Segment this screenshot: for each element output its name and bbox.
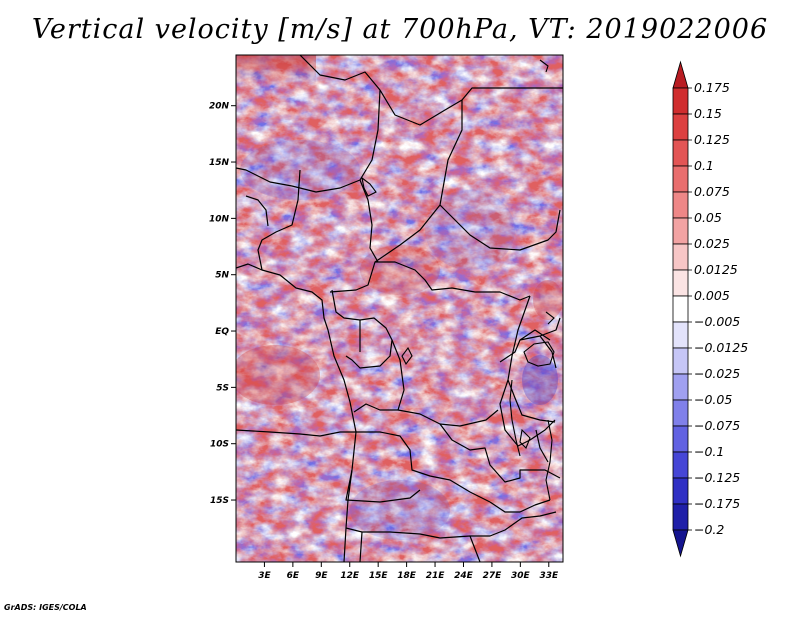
- colorbar-swatch: [672, 451, 689, 479]
- map-frame: [235, 54, 564, 563]
- colorbar-swatch: [672, 217, 689, 245]
- colorbar-label: 0.175: [694, 80, 730, 95]
- lat-tick-label: 20N: [209, 102, 230, 112]
- colorbar-swatch: [672, 399, 689, 427]
- colorbar-label: 0.005: [694, 288, 730, 303]
- colorbar-swatch: [672, 373, 689, 401]
- lat-tick-label: 5S: [216, 383, 229, 393]
- colorbar-label: −0.075: [694, 418, 740, 433]
- country-boundaries: [236, 55, 563, 562]
- lake-outlines: [361, 59, 555, 501]
- colorbar-swatch: [672, 477, 689, 505]
- colorbar-label: 0.0125: [694, 262, 738, 277]
- lon-tick-label: 18E: [397, 571, 417, 581]
- colorbar-swatch: [672, 425, 689, 453]
- colorbar-swatch: [672, 191, 689, 219]
- colorbar-swatch: [672, 139, 689, 167]
- colorbar-swatch: [672, 165, 689, 193]
- colorbar-label: −0.125: [694, 470, 740, 485]
- lon-tick-label: 15E: [369, 571, 389, 581]
- lat-tick-label: 10S: [210, 440, 229, 450]
- map-plot-area: [235, 54, 564, 563]
- lat-tick-label: 5N: [215, 271, 229, 281]
- colorbar-label: −0.025: [694, 366, 740, 381]
- colorbar-swatch: [672, 87, 689, 115]
- colorbar-swatch: [672, 243, 689, 271]
- map-axes: 3E 6E 9E 12E 15E 18E 21E 24E 27E 30E 33E 20N 15N 10N 5…: [209, 102, 559, 581]
- lat-tick-label: EQ: [215, 327, 229, 337]
- lat-tick-label: 15S: [210, 496, 229, 506]
- colorbar-label: 0.125: [694, 132, 730, 147]
- colorbar-swatch: [672, 503, 689, 531]
- lat-tick-label: 10N: [209, 214, 230, 224]
- colorbar-label: 0.1: [694, 158, 714, 173]
- colorbar-swatch: [672, 529, 689, 558]
- lon-tick-label: 21E: [426, 571, 446, 581]
- lon-tick-label: 6E: [287, 571, 300, 581]
- colorbar-label: −0.175: [694, 496, 740, 511]
- colorbar-label: 0.025: [694, 236, 730, 251]
- colorbar-swatch: [672, 113, 689, 141]
- chart-title: Vertical velocity [m/s] at 700hPa, VT: 2…: [31, 14, 769, 45]
- lon-tick-label: 12E: [340, 571, 360, 581]
- colorbar-label: −0.0125: [694, 340, 748, 355]
- colorbar-swatch: [672, 347, 689, 375]
- colorbar-swatch: [672, 269, 689, 297]
- colorbar: 0.175 0.15 0.125 0.1 0.075 0.05 0.025 0.0125 0.0…: [672, 60, 748, 558]
- regional-shading: [236, 55, 563, 540]
- colorbar-label: 0.15: [694, 106, 722, 121]
- colorbar-label: −0.05: [694, 392, 732, 407]
- colorbar-swatch: [672, 321, 689, 349]
- colorbar-label: −0.005: [694, 314, 740, 329]
- colorbar-swatch: [672, 60, 689, 89]
- lon-tick-label: 3E: [258, 571, 271, 581]
- colorbar-label: 0.05: [694, 210, 722, 225]
- lon-tick-label: 30E: [511, 571, 531, 581]
- lon-tick-label: 33E: [539, 571, 559, 581]
- colorbar-label: 0.075: [694, 184, 730, 199]
- colorbar-label: −0.2: [694, 522, 724, 537]
- lon-tick-label: 27E: [483, 571, 503, 581]
- colorbar-label: −0.1: [694, 444, 724, 459]
- colorbar-swatch: [672, 295, 689, 323]
- lon-tick-label: 24E: [454, 571, 474, 581]
- lat-tick-label: 15N: [209, 158, 230, 168]
- lon-tick-label: 9E: [315, 571, 328, 581]
- credit-text: GrADS: IGES/COLA: [4, 603, 87, 612]
